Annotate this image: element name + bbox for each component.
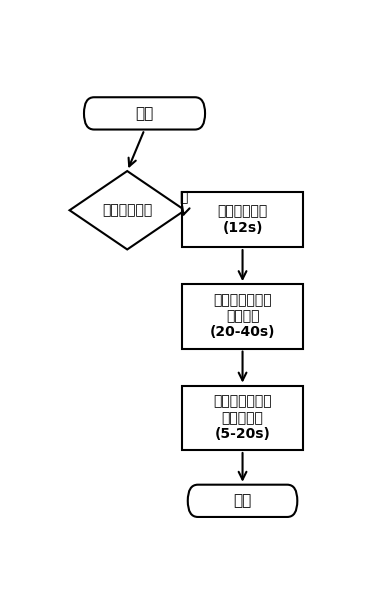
Text: 是: 是 [179, 190, 187, 204]
FancyBboxPatch shape [84, 97, 205, 129]
Text: 和应用程序: 和应用程序 [222, 411, 263, 425]
Text: 备机取得磁盘阵: 备机取得磁盘阵 [213, 293, 272, 307]
Bar [182, 284, 303, 349]
Text: (20-40s): (20-40s) [210, 325, 275, 340]
Text: 心跳检查链路: 心跳检查链路 [217, 204, 268, 219]
Bar [182, 192, 303, 247]
Text: (12s): (12s) [222, 220, 263, 235]
Text: 结束: 结束 [233, 494, 252, 509]
Text: 列控制权: 列控制权 [226, 309, 259, 323]
Polygon shape [70, 171, 185, 249]
Text: 备机启动数据库: 备机启动数据库 [213, 395, 272, 409]
FancyBboxPatch shape [188, 485, 297, 517]
Text: 开始: 开始 [135, 106, 154, 121]
Text: 主机是否异常: 主机是否异常 [102, 203, 153, 217]
Bar [182, 386, 303, 450]
Text: (5-20s): (5-20s) [215, 427, 270, 441]
